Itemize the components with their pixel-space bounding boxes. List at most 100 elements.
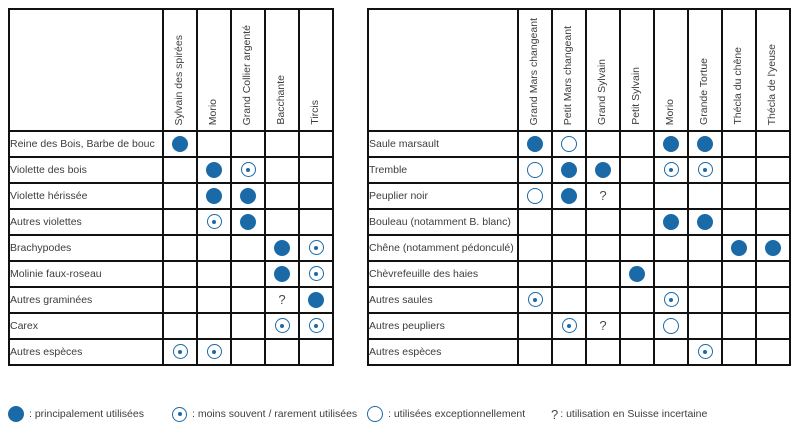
symbol-principally-used-icon (629, 265, 645, 282)
table-row: Molinie faux-roseau (8, 260, 334, 288)
symbol-principally-used (230, 208, 266, 236)
empty-cell (619, 156, 655, 184)
row-label: Peuplier noir (367, 182, 519, 210)
symbol-rarely-used (162, 338, 198, 366)
empty-cell (162, 286, 198, 314)
symbol-rarely-used-icon (240, 162, 256, 178)
empty-cell (653, 182, 689, 210)
table-row: Violette des bois (8, 156, 334, 184)
column-header-label: Grande Tortue (698, 58, 711, 125)
empty-cell (196, 312, 232, 340)
question-mark-icon: ? (551, 406, 559, 422)
legend-label: : utilisées exceptionnellement (388, 408, 526, 420)
legend-item-uncertain: ? : utilisation en Suisse incertaine (551, 404, 707, 424)
symbol-rarely-used (551, 312, 587, 340)
column-header: Thécla du chêne (721, 8, 757, 132)
symbol-rarely-used-icon (697, 344, 713, 360)
column-header: Grand Sylvain (585, 8, 621, 132)
empty-cell (721, 156, 757, 184)
symbol-principally-used-icon (765, 239, 781, 256)
empty-cell (653, 234, 689, 262)
table-row: Autres peupliers? (367, 312, 791, 340)
empty-cell (653, 338, 689, 366)
filled-circle-icon (8, 406, 24, 422)
symbol-principally-used-icon (172, 135, 188, 152)
empty-cell (585, 130, 621, 158)
symbol-rarely-used (298, 312, 334, 340)
column-header: Petit Sylvain (619, 8, 655, 132)
symbol-uncertain-usage: ? (264, 286, 300, 314)
symbol-rarely-used-icon (206, 344, 222, 360)
empty-cell (230, 234, 266, 262)
empty-cell (230, 130, 266, 158)
row-label: Bouleau (notamment B. blanc) (367, 208, 519, 236)
symbol-rarely-used (264, 312, 300, 340)
row-label: Saule marsault (367, 130, 519, 158)
empty-cell (755, 286, 791, 314)
symbol-principally-used (551, 182, 587, 210)
column-header-label: Grand Mars changeant (528, 17, 541, 125)
symbol-principally-used-icon (697, 213, 713, 230)
symbol-principally-used (585, 156, 621, 184)
empty-cell (755, 338, 791, 366)
symbol-principally-used-icon (274, 265, 290, 282)
empty-cell (298, 156, 334, 184)
row-label: Autres violettes (8, 208, 164, 236)
empty-cell (196, 260, 232, 288)
empty-cell (721, 338, 757, 366)
empty-cell (721, 260, 757, 288)
row-label: Chêne (notamment pédonculé) (367, 234, 519, 262)
legend-item-principal: : principalement utilisées (8, 404, 144, 424)
symbol-exceptionally-used (517, 156, 553, 184)
empty-cell (196, 286, 232, 314)
row-label: Autres espèces (367, 338, 519, 366)
symbol-principally-used (687, 208, 723, 236)
symbol-rarely-used (517, 286, 553, 314)
empty-cell (585, 286, 621, 314)
table-row: Tremble (367, 156, 791, 184)
empty-cell (585, 260, 621, 288)
symbol-principally-used (721, 234, 757, 262)
empty-cell (162, 156, 198, 184)
empty-cell (619, 208, 655, 236)
empty-cell (196, 234, 232, 262)
symbol-principally-used-icon (206, 187, 222, 204)
empty-cell (755, 312, 791, 340)
symbol-rarely-used-icon (308, 318, 324, 334)
column-header: Bacchante (264, 8, 300, 132)
column-header: Grand Mars changeant (517, 8, 553, 132)
symbol-principally-used (264, 260, 300, 288)
corner-cell (8, 8, 164, 132)
symbol-exceptionally-used-icon (561, 135, 577, 152)
empty-circle-icon (367, 406, 383, 422)
row-label: Violette des bois (8, 156, 164, 184)
empty-cell (162, 182, 198, 210)
symbol-principally-used-icon (697, 135, 713, 152)
row-label: Reine des Bois, Barbe de bouc (8, 130, 164, 158)
empty-cell (517, 338, 553, 366)
host-plant-table-left: Sylvain des spirées Morio Grand Collier ar… (8, 8, 334, 366)
symbol-principally-used (551, 156, 587, 184)
table-row: Autres espèces (367, 338, 791, 366)
symbol-rarely-used-icon (561, 318, 577, 334)
empty-cell (721, 208, 757, 236)
empty-cell (517, 208, 553, 236)
symbol-principally-used (619, 260, 655, 288)
legend-label: : moins souvent / rarement utilisées (192, 408, 358, 420)
empty-cell (755, 130, 791, 158)
table-row: Brachypodes (8, 234, 334, 262)
empty-cell (755, 260, 791, 288)
table-row: Carex (8, 312, 334, 340)
symbol-principally-used-icon (561, 187, 577, 204)
empty-cell (721, 130, 757, 158)
symbol-principally-used-icon (308, 291, 324, 308)
column-header-label: Tircis (309, 100, 322, 125)
symbol-principally-used (230, 182, 266, 210)
symbol-rarely-used (230, 156, 266, 184)
symbol-principally-used-icon (240, 187, 256, 204)
empty-cell (721, 286, 757, 314)
symbol-rarely-used (653, 156, 689, 184)
symbol-rarely-used (298, 234, 334, 262)
symbol-principally-used-icon (561, 161, 577, 178)
symbol-principally-used-icon (663, 213, 679, 230)
